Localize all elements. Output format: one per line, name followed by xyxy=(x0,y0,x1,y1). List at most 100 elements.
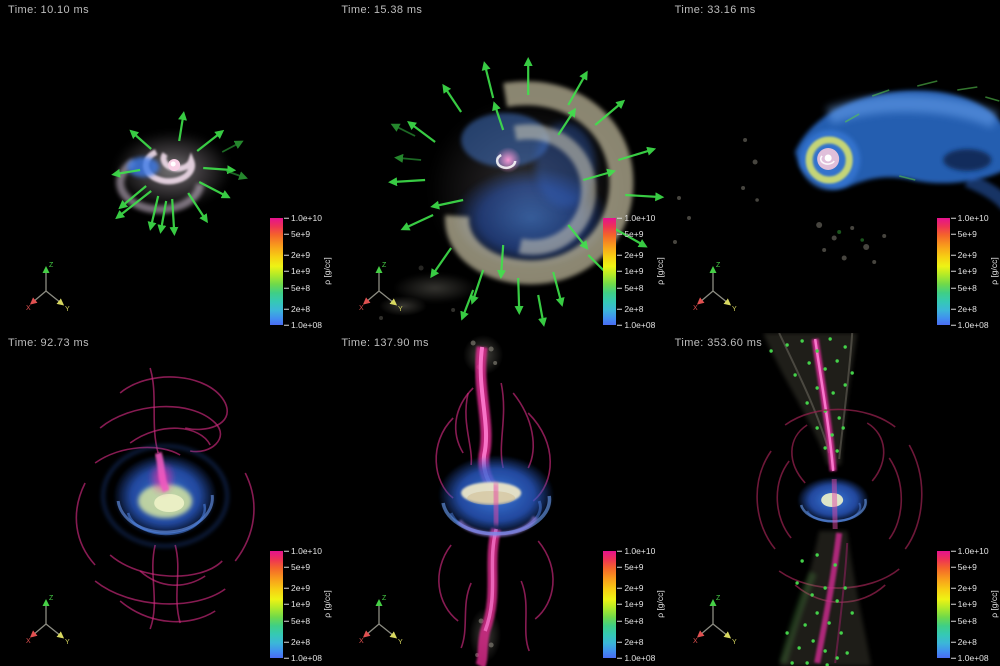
colorbar-axis-label: ρ [g/cc] xyxy=(988,590,999,618)
colorbar-tick: 5e+8 xyxy=(617,615,644,626)
panel-t3: Time: 33.16 ms xyxy=(666,0,1000,333)
svg-text:Z: Z xyxy=(382,262,387,269)
density-colorbar: 1.0e+10 5e+9 2e+9 1e+9 5e+8 2e+8 1.0e+08… xyxy=(270,539,333,665)
svg-text:X: X xyxy=(359,638,364,645)
time-label: Time: 33.16 ms xyxy=(674,4,756,16)
colorbar-tick: 1e+9 xyxy=(283,598,311,609)
ejecta-debris xyxy=(379,265,478,320)
colorbar-tick: 2e+8 xyxy=(283,303,311,314)
time-label: Time: 15.38 ms xyxy=(341,4,423,16)
colorbar-tick: 5e+8 xyxy=(283,615,311,626)
svg-text:Z: Z xyxy=(382,595,387,602)
panel-t4: Time: 92.73 ms xyxy=(0,333,334,666)
jet-funnel-bottom xyxy=(778,531,871,666)
svg-text:X: X xyxy=(693,305,698,312)
colorbar-tick: 1e+9 xyxy=(617,265,644,276)
density-colorbar: 1.0e+10 5e+9 2e+9 1e+9 5e+8 2e+8 1.0e+08… xyxy=(936,206,1000,332)
colorbar-tick: 5e+8 xyxy=(950,282,977,293)
time-label: Time: 92.73 ms xyxy=(8,337,89,349)
svg-text:X: X xyxy=(26,305,31,312)
colorbar-tick: 5e+9 xyxy=(617,228,644,239)
time-label: Time: 353.60 ms xyxy=(674,337,763,349)
colorbar-axis-label: ρ [g/cc] xyxy=(322,257,332,285)
remnant-core xyxy=(799,130,860,190)
colorbar-tick: 1.0e+10 xyxy=(617,212,656,223)
colorbar-tick: 5e+9 xyxy=(617,561,644,572)
colorbar-tick: 1e+9 xyxy=(950,598,977,609)
density-torus xyxy=(438,455,555,537)
axis-triad-icon: Z X Y xyxy=(359,262,403,313)
colorbar-tick: 1.0e+08 xyxy=(284,319,322,330)
render-expanding-swirl xyxy=(379,57,665,327)
velocity-arrows xyxy=(388,57,665,327)
colorbar-tick: 1.0e+08 xyxy=(617,319,656,330)
svg-text:Y: Y xyxy=(398,639,403,646)
density-colorbar: 1.0e+10 5e+9 2e+9 1e+9 5e+8 2e+8 1.0e+08… xyxy=(936,539,1000,665)
svg-text:Y: Y xyxy=(398,306,403,313)
colorbar-tick: 1.0e+08 xyxy=(950,652,989,663)
colorbar-tick: 2e+9 xyxy=(950,582,977,593)
panel-t6: Time: 353.60 ms xyxy=(666,333,1000,666)
colorbar-tick: 2e+8 xyxy=(950,303,977,314)
colorbar-tick: 5e+8 xyxy=(283,282,311,293)
colorbar-axis-label: ρ [g/cc] xyxy=(655,257,666,285)
density-torus xyxy=(796,477,869,530)
time-label: Time: 137.90 ms xyxy=(341,337,429,349)
colorbar-tick: 5e+8 xyxy=(950,615,977,626)
render-torus-jet xyxy=(435,335,555,666)
green-streaks xyxy=(844,80,1000,181)
colorbar-tick: 5e+8 xyxy=(617,282,644,293)
svg-text:Z: Z xyxy=(49,595,54,602)
time-label: Time: 10.10 ms xyxy=(8,4,89,16)
colorbar-tick: 2e+9 xyxy=(617,582,644,593)
render-torus-fieldlines xyxy=(75,367,255,630)
ejecta-debris xyxy=(672,138,886,264)
colorbar-tick: 1e+9 xyxy=(617,598,644,609)
colorbar-tick: 2e+8 xyxy=(617,636,644,647)
svg-text:Y: Y xyxy=(732,306,737,313)
colorbar-tick: 1e+9 xyxy=(950,265,977,276)
svg-text:Z: Z xyxy=(49,262,54,269)
svg-text:X: X xyxy=(693,638,698,645)
colorbar-tick: 2e+9 xyxy=(283,249,311,260)
svg-text:Y: Y xyxy=(732,639,737,646)
colorbar-gradient xyxy=(936,551,950,658)
svg-text:Z: Z xyxy=(716,595,721,602)
colorbar-tick: 1e+9 xyxy=(283,265,311,276)
panel-t2: Time: 15.38 ms xyxy=(333,0,667,333)
colorbar-gradient xyxy=(270,551,283,658)
axis-triad-icon: Z X Y xyxy=(26,262,70,313)
colorbar-axis-label: ρ [g/cc] xyxy=(322,590,332,618)
svg-text:Y: Y xyxy=(65,306,70,313)
jet-funnel-top xyxy=(762,333,857,472)
colorbar-tick: 2e+9 xyxy=(617,249,644,260)
colorbar-tick: 1.0e+10 xyxy=(284,545,322,556)
colorbar-tick: 1.0e+10 xyxy=(284,212,322,223)
magnetic-field-lines xyxy=(75,367,255,630)
colorbar-tick: 1.0e+10 xyxy=(950,212,989,223)
colorbar-tick: 1.0e+08 xyxy=(284,652,322,663)
svg-text:Y: Y xyxy=(65,639,70,646)
axis-triad-icon: Z X Y xyxy=(693,262,737,313)
colorbar-axis-label: ρ [g/cc] xyxy=(655,590,666,618)
colorbar-tick: 5e+9 xyxy=(950,561,977,572)
colorbar-tick: 5e+9 xyxy=(283,561,311,572)
panel-t1: Time: 10.10 ms xyxy=(0,0,334,333)
colorbar-gradient xyxy=(270,218,283,325)
panel-t5: Time: 137.90 ms xyxy=(333,333,667,666)
density-torus xyxy=(101,444,229,548)
axis-triad-icon: Z X Y xyxy=(26,595,70,646)
colorbar-tick: 1.0e+10 xyxy=(617,545,656,556)
colorbar-tick: 2e+9 xyxy=(283,582,311,593)
density-colorbar: 1.0e+10 5e+9 2e+9 1e+9 5e+8 2e+8 1.0e+08… xyxy=(603,206,666,332)
colorbar-gradient xyxy=(603,218,617,325)
svg-text:X: X xyxy=(359,305,364,312)
colorbar-tick: 2e+8 xyxy=(283,636,311,647)
render-spiral-remnant xyxy=(111,111,248,236)
colorbar-tick: 1.0e+08 xyxy=(950,319,989,330)
svg-text:X: X xyxy=(26,638,31,645)
colorbar-tick: 2e+8 xyxy=(617,303,644,314)
density-colorbar: 1.0e+10 5e+9 2e+9 1e+9 5e+8 2e+8 1.0e+08… xyxy=(270,206,333,332)
density-colorbar: 1.0e+10 5e+9 2e+9 1e+9 5e+8 2e+8 1.0e+08… xyxy=(603,539,666,665)
